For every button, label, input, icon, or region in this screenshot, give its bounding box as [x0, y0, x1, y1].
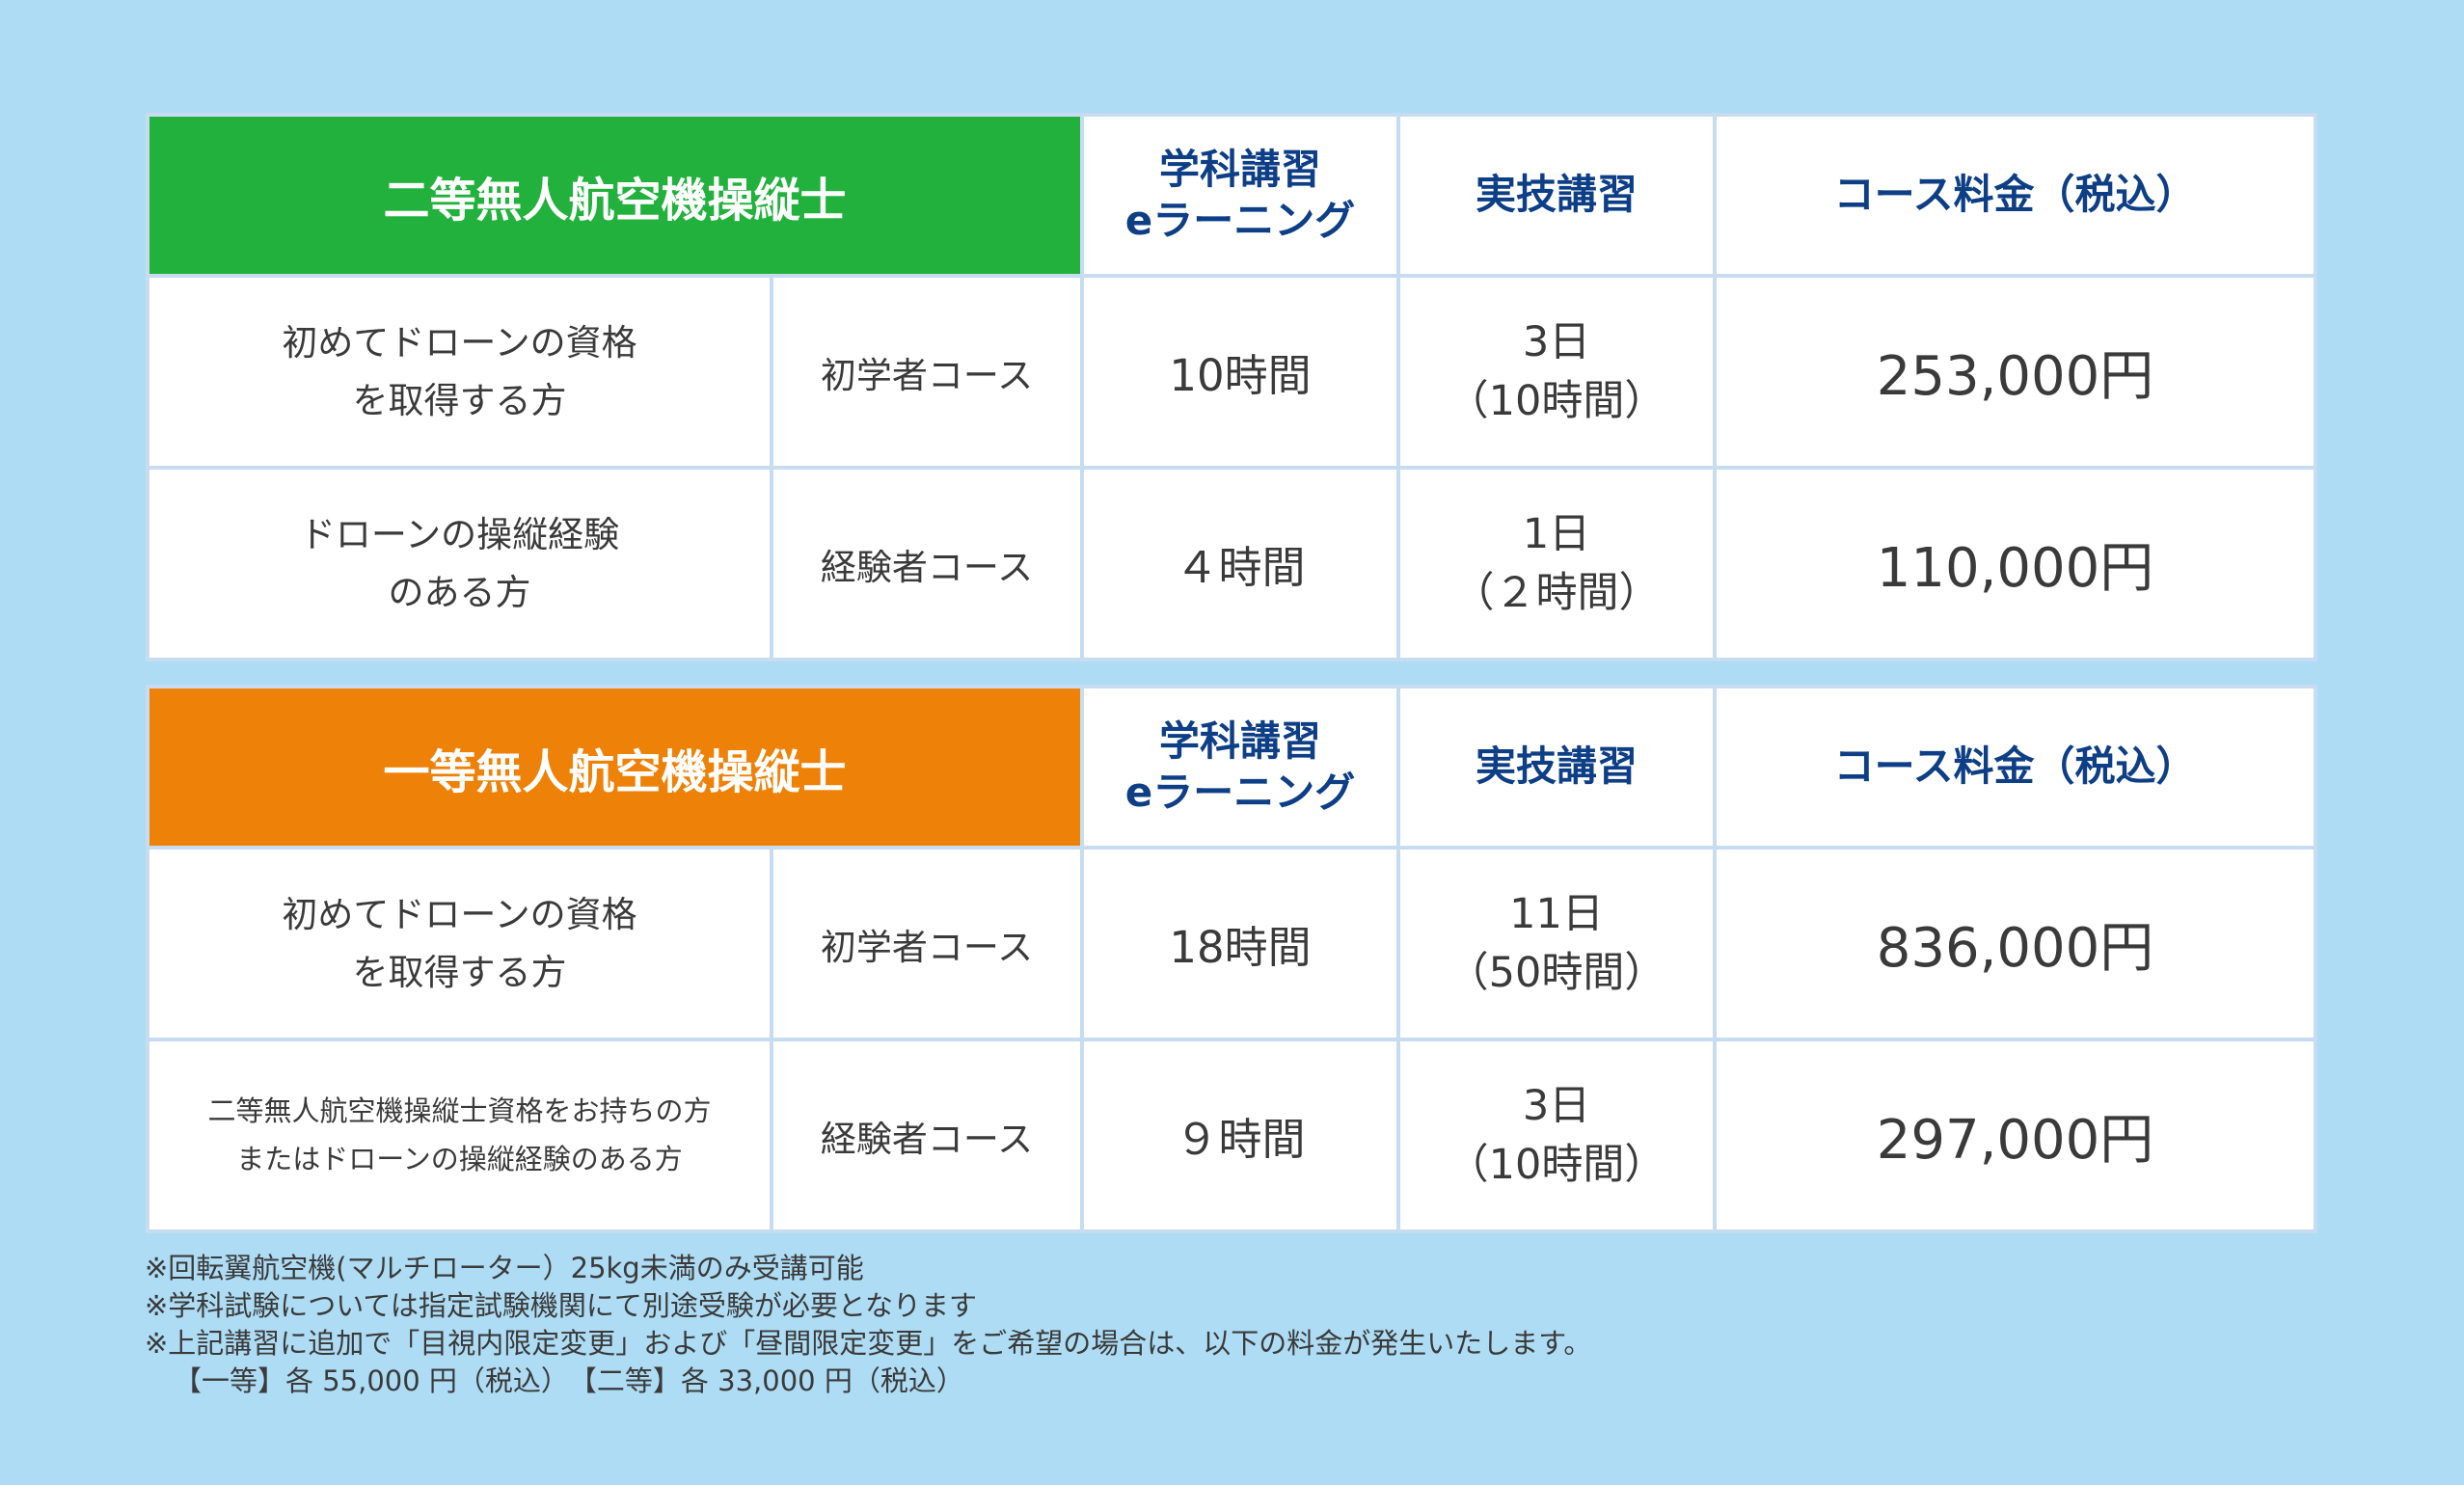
elearning-hours: 10時間	[1084, 278, 1397, 466]
table-row: 初めてドローンの資格 を取得する方 初学者コース 18時間 11日 （50時間）…	[149, 850, 2315, 1038]
practical-duration: 1日 （２時間）	[1400, 470, 1714, 658]
course-name: 初学者コース	[773, 850, 1081, 1038]
course-name: 経験者コース	[773, 1041, 1081, 1229]
target-line2: を取得する方	[352, 379, 567, 421]
target-audience: 初めてドローンの資格 を取得する方	[149, 278, 770, 466]
practical-duration: 11日 （50時間）	[1400, 850, 1714, 1038]
header-elearning: 学科講習 eラーニング	[1084, 688, 1397, 846]
target-line2: またはドローンの操縦経験のある方	[236, 1142, 683, 1175]
footnote: ※学科試験については指定試験機関にて別途受験が必要となります	[145, 1289, 977, 1322]
elearning-hours: ９時間	[1084, 1041, 1397, 1229]
footnote-additional-fees: 【一等】各 55,000 円（税込） 【二等】各 33,000 円（税込）	[174, 1364, 964, 1397]
target-audience: 初めてドローンの資格 を取得する方	[149, 850, 770, 1038]
practical-duration: 3日 （10時間）	[1400, 278, 1714, 466]
practical-hours: （10時間）	[1447, 376, 1666, 425]
table-header-row: 一等無人航空機操縦士 学科講習 eラーニング 実技講習 コース料金（税込）	[149, 688, 2315, 846]
practical-hours: （50時間）	[1447, 948, 1666, 997]
course-fee: 253,000円	[1717, 278, 2315, 466]
target-line2: のある方	[388, 571, 531, 613]
target-line1: 初めてドローンの資格	[282, 322, 637, 364]
elearning-hours: 18時間	[1084, 850, 1397, 1038]
course-fee: 110,000円	[1717, 470, 2315, 658]
footnotes: ※回転翼航空機(マルチローター）25kg未満のみ受講可能 ※学科試験については指…	[145, 1250, 2315, 1400]
course-name: 初学者コース	[773, 278, 1081, 466]
practical-hours: （10時間）	[1447, 1140, 1666, 1189]
header-fee: コース料金（税込）	[1717, 688, 2315, 846]
table-row: 初めてドローンの資格 を取得する方 初学者コース 10時間 3日 （10時間） …	[149, 278, 2315, 466]
target-line1: ドローンの操縦経験	[299, 514, 620, 556]
table-row: 二等無人航空機操縦士資格をお持ちの方 またはドローンの操縦経験のある方 経験者コ…	[149, 1041, 2315, 1229]
target-audience: 二等無人航空機操縦士資格をお持ちの方 またはドローンの操縦経験のある方	[149, 1041, 770, 1229]
price-table-first-class: 一等無人航空機操縦士 学科講習 eラーニング 実技講習 コース料金（税込） 初め…	[146, 685, 2318, 1233]
target-line2: を取得する方	[352, 951, 567, 993]
practical-days: 3日	[1522, 1082, 1591, 1131]
course-name: 経験者コース	[773, 470, 1081, 658]
header-elearning-line1: 学科講習	[1159, 717, 1322, 765]
table-title: 一等無人航空機操縦士	[149, 688, 1081, 846]
target-audience: ドローンの操縦経験 のある方	[149, 470, 770, 658]
table-header-row: 二等無人航空機操縦士 学科講習 eラーニング 実技講習 コース料金（税込）	[149, 117, 2315, 274]
header-elearning-line2: eラーニング	[1124, 196, 1356, 244]
target-line1: 二等無人航空機操縦士資格をお持ちの方	[207, 1094, 712, 1128]
footnote: ※上記講習に追加で「目視内限定変更」および「昼間限定変更」をご希望の場合は、以下…	[145, 1327, 1592, 1360]
header-fee: コース料金（税込）	[1717, 117, 2315, 274]
target-line1: 初めてドローンの資格	[282, 894, 637, 936]
practical-days: 1日	[1522, 510, 1591, 559]
header-practical: 実技講習	[1400, 117, 1714, 274]
practical-hours: （２時間）	[1452, 568, 1661, 617]
practical-days: 3日	[1522, 318, 1591, 367]
header-elearning-line1: 学科講習	[1159, 146, 1322, 193]
practical-days: 11日	[1509, 890, 1604, 939]
price-table-second-class: 二等無人航空機操縦士 学科講習 eラーニング 実技講習 コース料金（税込） 初め…	[146, 113, 2318, 662]
table-row: ドローンの操縦経験 のある方 経験者コース ４時間 1日 （２時間） 110,0…	[149, 470, 2315, 658]
header-practical: 実技講習	[1400, 688, 1714, 846]
elearning-hours: ４時間	[1084, 470, 1397, 658]
header-elearning: 学科講習 eラーニング	[1084, 117, 1397, 274]
course-fee: 297,000円	[1717, 1041, 2315, 1229]
course-fee: 836,000円	[1717, 850, 2315, 1038]
practical-duration: 3日 （10時間）	[1400, 1041, 1714, 1229]
footnote: ※回転翼航空機(マルチローター）25kg未満のみ受講可能	[145, 1252, 864, 1284]
table-title: 二等無人航空機操縦士	[149, 117, 1081, 274]
header-elearning-line2: eラーニング	[1124, 768, 1356, 816]
